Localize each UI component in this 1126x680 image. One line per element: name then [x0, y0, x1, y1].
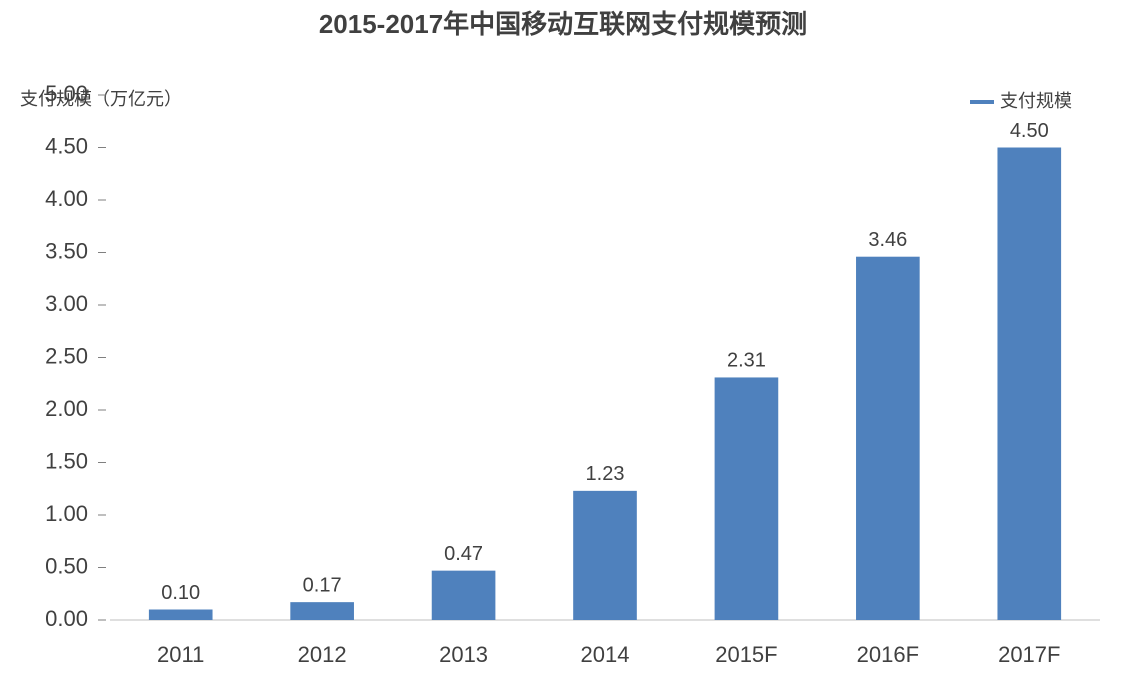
x-tick-label: 2011 [157, 642, 204, 667]
bar [573, 490, 637, 620]
y-tick-label: 0.00 [45, 606, 88, 631]
y-tick-label: 0.50 [45, 553, 88, 578]
data-label: 0.10 [161, 582, 200, 604]
x-tick-label: 2013 [439, 642, 488, 667]
chart-title: 2015-2017年中国移动互联网支付规模预测 [319, 9, 807, 39]
y-tick-label: 3.50 [45, 238, 88, 263]
y-axis-label: 支付规模（万亿元） [20, 89, 182, 109]
y-tick-label: 4.00 [45, 186, 88, 211]
y-tick-label: 5.00 [45, 81, 88, 106]
bar [997, 147, 1062, 620]
x-tick-label: 2015F [715, 642, 777, 667]
x-tick-label: 2012 [298, 642, 347, 667]
bar [431, 570, 496, 620]
legend-label: 支付规模 [1000, 91, 1072, 111]
data-label: 2.31 [727, 350, 766, 372]
y-tick-label: 3.00 [45, 291, 88, 316]
data-label: 1.23 [586, 463, 625, 485]
data-label: 0.17 [303, 574, 342, 596]
bar [856, 256, 920, 620]
y-tick-label: 2.00 [45, 396, 88, 421]
data-label: 0.47 [444, 543, 483, 565]
x-tick-label: 2016F [857, 642, 919, 667]
data-label: 4.50 [1010, 120, 1049, 142]
y-tick-label: 4.50 [45, 133, 88, 158]
y-tick-label: 2.50 [45, 343, 88, 368]
data-label: 3.46 [868, 229, 907, 251]
bar [148, 609, 213, 620]
x-tick-label: 2014 [581, 642, 630, 667]
y-tick-label: 1.50 [45, 448, 88, 473]
x-tick-label: 2017F [998, 642, 1060, 667]
y-tick-label: 1.00 [45, 501, 88, 526]
bar [714, 377, 779, 620]
bar [290, 602, 354, 620]
